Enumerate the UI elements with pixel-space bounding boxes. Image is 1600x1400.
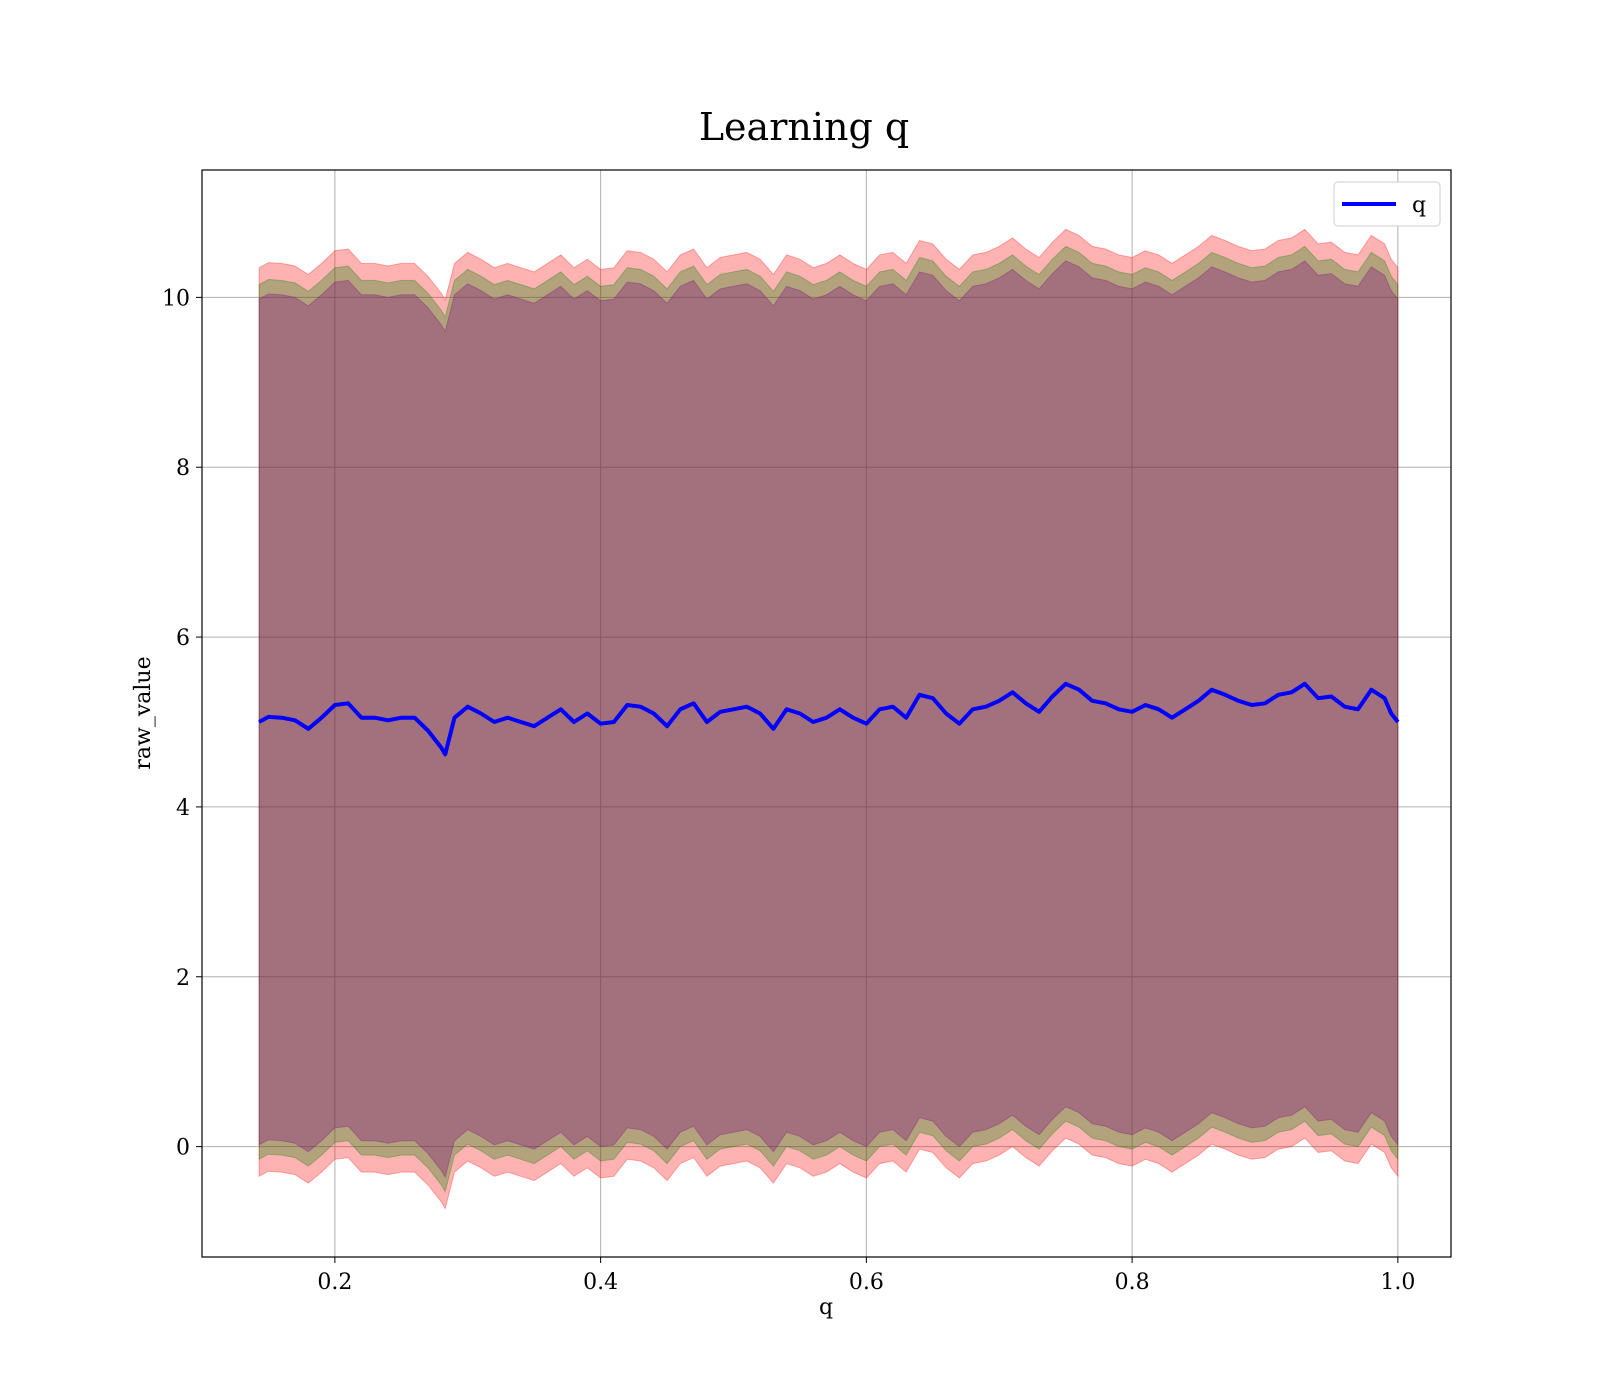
series-line-q — [258, 681, 1400, 757]
y-tick-label: 2 — [176, 966, 190, 991]
legend: q — [1333, 181, 1441, 227]
y-tick-label: 0 — [176, 1136, 190, 1161]
x-tick-label: 0.2 — [317, 1270, 352, 1295]
legend-label-q: q — [1412, 193, 1426, 218]
x-tick-label: 1.0 — [1380, 1270, 1415, 1295]
y-tick-label: 6 — [176, 626, 190, 651]
x-axis-ticks: 0.2 0.4 0.6 0.8 1.0 — [317, 1257, 1415, 1295]
series-lines — [258, 681, 1400, 757]
confidence-bands — [258, 228, 1399, 1210]
chart-title: Learning q — [699, 105, 909, 149]
grid — [202, 170, 1451, 1257]
y-tick-label: 8 — [176, 456, 190, 481]
plot-frame — [201, 169, 1452, 1258]
x-axis-label: q — [819, 1295, 833, 1320]
band-0 — [258, 228, 1399, 1210]
y-tick-label: 4 — [176, 796, 190, 821]
x-tick-label: 0.4 — [583, 1270, 618, 1295]
x-tick-label: 0.8 — [1115, 1270, 1150, 1295]
band-2 — [258, 260, 1399, 1179]
y-axis-ticks: 0 2 4 6 8 10 — [162, 286, 202, 1161]
y-axis-label: raw_value — [131, 656, 156, 769]
y-tick-label: 10 — [162, 286, 190, 311]
x-tick-label: 0.6 — [849, 1270, 884, 1295]
band-1 — [258, 245, 1399, 1193]
